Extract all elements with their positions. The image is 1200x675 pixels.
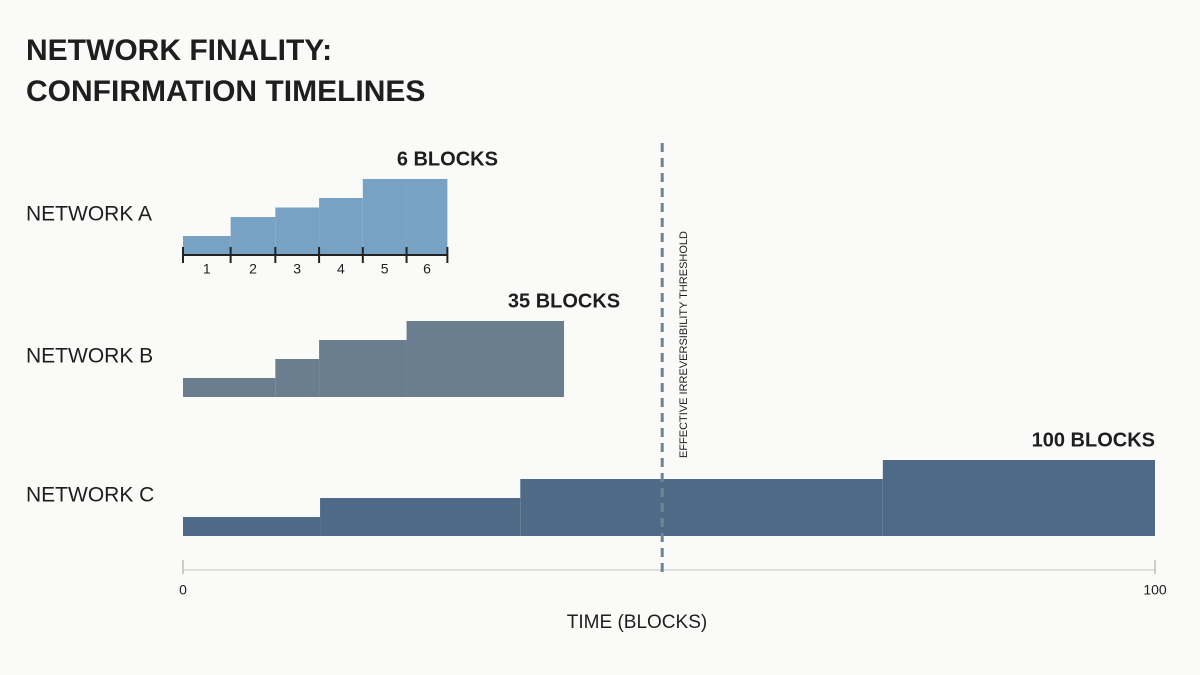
step-bar (406, 321, 565, 397)
step-bar (183, 236, 231, 255)
step-bar (319, 340, 407, 397)
block-tick-label: 4 (337, 261, 345, 277)
series-label: 100 BLOCKS (1032, 429, 1155, 451)
x-axis-label: TIME (BLOCKS) (567, 612, 707, 633)
step-bar (882, 460, 1155, 536)
series-label: 6 BLOCKS (397, 148, 498, 170)
step-bar (320, 498, 521, 536)
step-bar (406, 179, 448, 255)
chart-title: NETWORK FINALITY: (26, 34, 332, 67)
block-tick-label: 3 (293, 261, 301, 277)
step-bar (319, 198, 363, 255)
chart-title: CONFIRMATION TIMELINES (26, 75, 425, 108)
step-bar (230, 217, 276, 255)
series-name: NETWORK C (26, 484, 154, 507)
step-bar (183, 378, 276, 397)
block-tick-label: 2 (249, 261, 257, 277)
step-bar (275, 207, 320, 255)
block-tick-label: 5 (381, 261, 389, 277)
series-label: 35 BLOCKS (508, 290, 620, 312)
x-tick-label: 0 (179, 582, 187, 598)
threshold-label: EFFECTIVE IRREVERSIBILITY THRESHOLD (678, 231, 690, 458)
block-tick-label: 6 (423, 261, 431, 277)
step-bar (362, 179, 407, 255)
step-bar (183, 517, 321, 536)
block-tick-label: 1 (203, 261, 211, 277)
series-name: NETWORK A (26, 203, 152, 226)
x-tick-label: 100 (1143, 582, 1167, 598)
step-bar (275, 359, 320, 397)
series-name: NETWORK B (26, 345, 153, 368)
step-bar (520, 479, 883, 536)
